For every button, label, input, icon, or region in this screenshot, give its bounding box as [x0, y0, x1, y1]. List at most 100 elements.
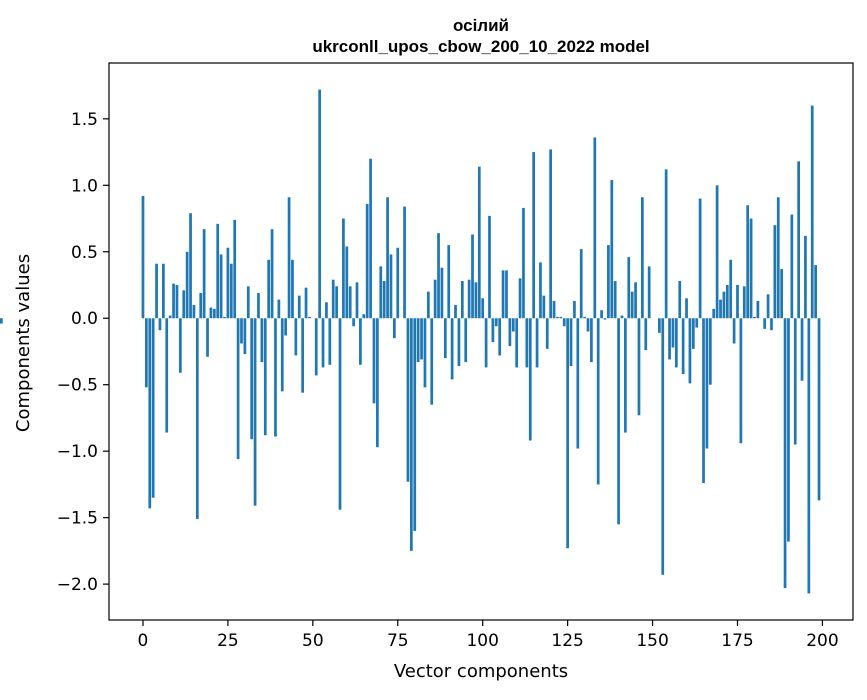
- bar: [634, 282, 637, 318]
- bar: [332, 280, 335, 319]
- bar: [271, 229, 274, 318]
- bar: [492, 318, 495, 342]
- y-tick-label: 0.5: [71, 243, 98, 263]
- bar: [797, 161, 800, 318]
- bar: [216, 224, 219, 318]
- bar: [512, 318, 515, 331]
- bar: [553, 301, 556, 318]
- bar: [515, 318, 518, 367]
- bar: [587, 318, 590, 331]
- bar: [478, 167, 481, 319]
- bar: [600, 310, 603, 318]
- bar: [155, 264, 158, 319]
- bar: [464, 318, 467, 362]
- bar: [417, 318, 420, 362]
- bar: [0, 318, 3, 323]
- bar: [519, 278, 522, 318]
- bar: [814, 265, 817, 318]
- bar: [298, 296, 301, 319]
- bar: [454, 305, 457, 318]
- bar: [729, 260, 732, 318]
- bar: [284, 318, 287, 335]
- bar: [451, 318, 454, 379]
- x-tick-label: 0: [138, 631, 149, 651]
- bar: [777, 197, 780, 318]
- bar: [230, 264, 233, 319]
- bar: [339, 318, 342, 509]
- bar: [648, 266, 651, 318]
- bar: [665, 169, 668, 318]
- bar: [573, 301, 576, 318]
- bar: [757, 301, 760, 318]
- bar: [597, 318, 600, 484]
- bar: [441, 268, 444, 319]
- bar: [536, 318, 539, 367]
- bar: [617, 318, 620, 524]
- bar: [590, 318, 593, 362]
- bar: [559, 317, 562, 318]
- bar: [767, 294, 770, 318]
- bar: [274, 318, 277, 436]
- bar: [526, 318, 529, 367]
- bar: [169, 316, 172, 319]
- chart-title: осілий: [453, 16, 509, 35]
- bar: [366, 204, 369, 318]
- bar: [318, 90, 321, 319]
- bar: [682, 318, 685, 374]
- bar: [672, 318, 675, 347]
- bar: [549, 149, 552, 318]
- bar: [379, 266, 382, 318]
- bar: [386, 197, 389, 318]
- bar: [291, 260, 294, 318]
- bar: [315, 318, 318, 375]
- bar: [413, 318, 416, 531]
- bar: [250, 318, 253, 439]
- bar: [631, 292, 634, 319]
- bar: [641, 197, 644, 318]
- bar: [546, 318, 549, 349]
- bar: [305, 288, 308, 319]
- bar: [807, 318, 810, 593]
- bar: [475, 282, 478, 318]
- bar: [532, 152, 535, 318]
- bar: [142, 196, 145, 318]
- x-tick-label: 150: [636, 631, 668, 651]
- bar: [644, 318, 647, 350]
- bar: [736, 285, 739, 318]
- bar: [430, 318, 433, 404]
- bar: [220, 254, 223, 318]
- bar: [624, 318, 627, 432]
- bar: [576, 318, 579, 448]
- bar: [529, 318, 532, 440]
- bar: [787, 318, 790, 541]
- bar: [179, 318, 182, 373]
- bar: [661, 318, 664, 575]
- bar: [162, 264, 165, 319]
- bar: [193, 305, 196, 318]
- bar: [447, 245, 450, 318]
- x-tick-label: 175: [721, 631, 753, 651]
- bar-series: [0, 90, 820, 594]
- bar: [261, 318, 264, 362]
- bar: [580, 249, 583, 318]
- bar: [328, 318, 331, 365]
- bar: [390, 254, 393, 318]
- bar: [288, 197, 291, 318]
- bar: [159, 318, 162, 330]
- bar: [509, 318, 512, 346]
- bar: [420, 318, 423, 359]
- bar: [505, 270, 508, 318]
- bar: [495, 318, 498, 326]
- bar: [237, 318, 240, 459]
- x-tick-label: 125: [551, 631, 583, 651]
- bar: [434, 280, 437, 319]
- bar: [658, 318, 661, 333]
- bar: [712, 309, 715, 318]
- y-tick-label: 1.5: [71, 110, 98, 130]
- bar: [383, 281, 386, 318]
- bar: [281, 318, 284, 391]
- bar: [621, 316, 624, 319]
- bar: [542, 296, 545, 319]
- bar: [165, 318, 168, 432]
